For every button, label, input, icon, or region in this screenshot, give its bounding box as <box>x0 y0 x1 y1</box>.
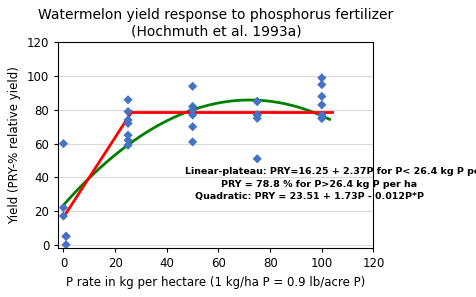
Point <box>253 113 260 117</box>
Point <box>124 97 131 102</box>
Point <box>317 116 325 121</box>
Point <box>60 214 67 218</box>
Point <box>317 102 325 107</box>
Point <box>188 124 196 129</box>
X-axis label: P rate in kg per hectare (1 kg/ha P = 0.9 lb/acre P): P rate in kg per hectare (1 kg/ha P = 0.… <box>66 276 365 289</box>
Point <box>62 234 69 239</box>
Point <box>124 109 131 114</box>
Title: Watermelon yield response to phosphorus fertilizer
(Hochmuth et al. 1993a): Watermelon yield response to phosphorus … <box>38 8 393 39</box>
Point <box>124 118 131 122</box>
Point <box>317 75 325 80</box>
Point <box>253 113 260 117</box>
Point <box>253 99 260 104</box>
Point <box>188 84 196 89</box>
Point <box>124 121 131 126</box>
Point <box>317 94 325 99</box>
Point <box>62 234 69 239</box>
Point <box>253 116 260 121</box>
Point <box>60 205 67 210</box>
Text: Quadratic: PRY = 23.51 + 1.73P - 0.012P*P: Quadratic: PRY = 23.51 + 1.73P - 0.012P*… <box>195 192 423 201</box>
Point <box>317 113 325 117</box>
Point <box>253 157 260 161</box>
Point <box>188 140 196 144</box>
Point <box>317 116 325 121</box>
Point <box>188 113 196 117</box>
Point <box>188 104 196 109</box>
Point <box>124 138 131 143</box>
Y-axis label: Yield (PRY-% relative yield): Yield (PRY-% relative yield) <box>8 66 21 224</box>
Point <box>60 141 67 146</box>
Point <box>188 108 196 112</box>
Point <box>253 99 260 104</box>
Text: PRY = 78.8 % for P>26.4 kg P per ha: PRY = 78.8 % for P>26.4 kg P per ha <box>220 180 416 189</box>
Point <box>124 133 131 138</box>
Point <box>124 143 131 148</box>
Point <box>62 242 69 247</box>
Text: Linear-plateau: PRY=16.25 + 2.37P for P< 26.4 kg P per ha: Linear-plateau: PRY=16.25 + 2.37P for P<… <box>185 167 476 176</box>
Point <box>317 82 325 87</box>
